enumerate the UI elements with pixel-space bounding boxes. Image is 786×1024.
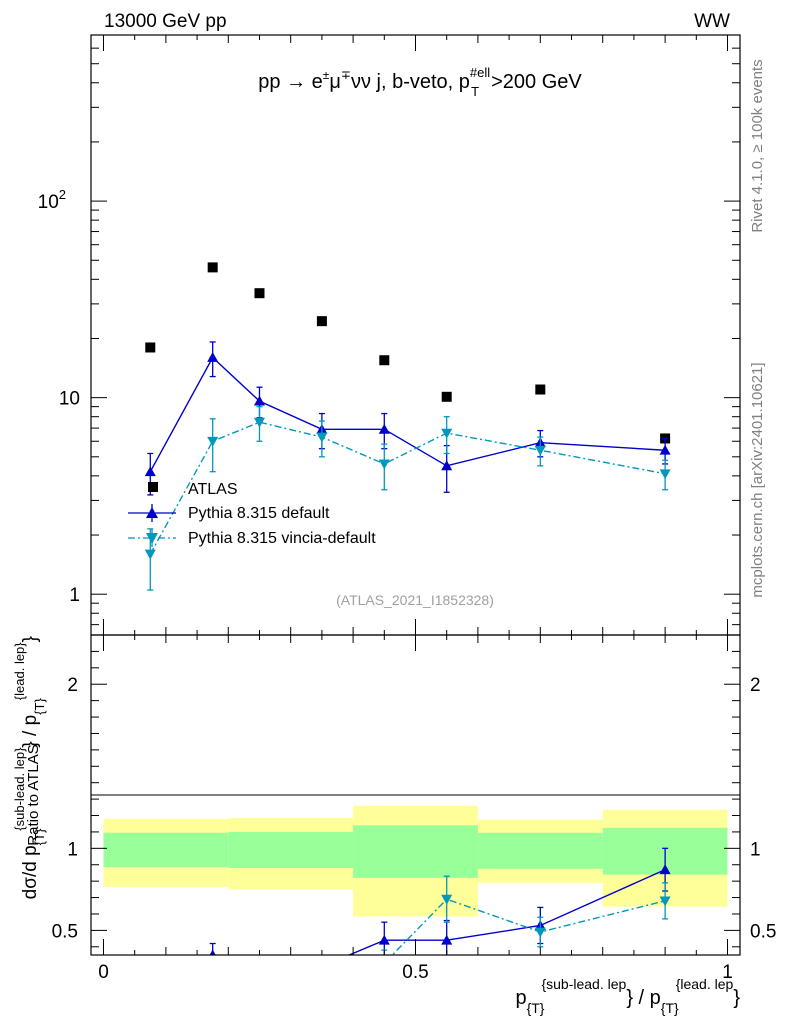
ratio-y-tick-label-left-1: 1 <box>67 839 78 860</box>
x-tick-label-2: 1 <box>722 962 733 983</box>
ratio-data-point <box>209 949 216 955</box>
ratio-plot-frame <box>90 634 741 956</box>
x-axis-label: p{T}{sub-lead. lep} / p{T}{lead. lep} <box>515 976 740 1016</box>
ratio-tick-labels: 0.5 0.5 1 1 2 2 0 0.5 1 <box>52 675 777 983</box>
main-plot-panel: 1 10 102 pp → e±μ∓νν j, b-veto, p#ell T >200… <box>12 34 741 899</box>
data-point <box>441 428 453 439</box>
ratio-data-point <box>316 961 327 971</box>
data-point <box>253 395 265 406</box>
main-y-tick-labels: 1 10 102 <box>38 187 80 606</box>
data-point <box>316 316 327 327</box>
data-point <box>659 444 671 455</box>
data-point <box>659 469 671 480</box>
ratio-y-tick-label-left-0: 0.5 <box>52 921 78 942</box>
mcplots-label: mcplots.cern.ch [arXiv:2401.10621] <box>749 362 766 597</box>
ratio-y-axis-label: Ratio to ATLAS <box>25 744 42 845</box>
ratio-data-point <box>145 993 156 1003</box>
legend-label-pythia-default: Pythia 8.315 default <box>188 505 330 522</box>
legend: ATLAS Pythia 8.315 default Pythia 8.315 … <box>128 481 376 547</box>
legend-entry-atlas: ATLAS <box>148 481 238 498</box>
data-point <box>534 445 546 456</box>
data-point <box>207 352 219 362</box>
stat-uncertainty-band-3 <box>477 832 603 869</box>
main-y-tick-label-2: 102 <box>38 187 66 213</box>
main-data-marks <box>144 262 671 591</box>
ratio-plot-panel: 0.5 0.5 1 1 2 2 0 0.5 1 Ratio to ATLAS p{T}{sub-… <box>25 634 777 1016</box>
x-tick-label-1: 0.5 <box>402 962 428 983</box>
legend-marker-pythia-default <box>146 507 158 518</box>
series-0 <box>145 262 671 444</box>
ratio-data-point <box>659 864 671 875</box>
ratio-data-point <box>145 969 156 979</box>
legend-label-pythia-vincia: Pythia 8.315 vincia-default <box>188 530 376 547</box>
ratio-data-point <box>378 934 390 945</box>
stat-uncertainty-band-0 <box>103 832 229 868</box>
ratio-data-point <box>441 934 453 945</box>
data-point <box>253 417 265 428</box>
main-y-tick-label-1: 10 <box>59 389 80 410</box>
ratio-data-point <box>534 927 546 938</box>
data-point <box>379 355 390 366</box>
ratio-uncertainty-bands <box>103 805 728 917</box>
data-point <box>441 460 453 471</box>
header-process-label: WW <box>694 11 730 32</box>
series-line-1 <box>149 356 666 473</box>
main-plot-title: pp → e±μ∓νν j, b-veto, p#ell T >200 GeV <box>258 65 582 99</box>
ratio-y-tick-label-left-2: 2 <box>67 675 78 696</box>
legend-marker-pythia-vincia <box>146 533 158 544</box>
rivet-version-label: Rivet 4.1.0, ≥ 100k events <box>749 59 766 232</box>
ratio-data-point <box>659 896 671 907</box>
legend-marker-atlas <box>148 482 158 492</box>
ratio-y-tick-label-right-2: 2 <box>750 675 761 696</box>
ratio-data-point <box>441 894 453 905</box>
data-point <box>535 384 546 395</box>
data-point <box>144 466 156 477</box>
header-energy-label: 13000 GeV pp <box>104 11 227 32</box>
data-point <box>316 432 328 443</box>
ratio-data-point <box>254 961 265 971</box>
ratio-data-point <box>316 965 327 975</box>
data-point <box>207 436 219 447</box>
main-y-axis-label: dσ/d p{T}{sub-lead. lep}} / p{T}{lead. l… <box>12 636 47 899</box>
main-axis-ticks <box>91 34 740 635</box>
stat-uncertainty-band-2 <box>353 825 478 878</box>
data-point <box>378 423 390 434</box>
data-point <box>145 342 156 353</box>
data-point <box>378 459 390 470</box>
legend-entry-pythia-default: Pythia 8.315 default <box>128 504 330 522</box>
main-y-tick-label-0: 1 <box>69 585 80 606</box>
series-2 <box>144 405 671 591</box>
analysis-watermark: (ATLAS_2021_I1852328) <box>336 592 494 608</box>
ratio-data-point <box>207 987 218 997</box>
stat-uncertainty-band-1 <box>228 831 354 869</box>
legend-label-atlas: ATLAS <box>188 481 238 498</box>
ratio-data-point <box>254 972 265 982</box>
data-point <box>144 549 156 560</box>
data-point <box>254 288 265 299</box>
series-1 <box>144 341 671 496</box>
ratio-data-point <box>379 959 390 969</box>
data-point <box>441 391 452 402</box>
legend-entry-pythia-vincia: Pythia 8.315 vincia-default <box>128 529 376 547</box>
series-line-2 <box>149 421 666 555</box>
data-point <box>207 262 218 273</box>
x-tick-label-0: 0 <box>98 962 109 983</box>
ratio-y-tick-label-right-1: 1 <box>750 839 761 860</box>
ratio-y-tick-label-right-0: 0.5 <box>750 921 776 942</box>
ratio-series-line-1 <box>391 898 666 955</box>
